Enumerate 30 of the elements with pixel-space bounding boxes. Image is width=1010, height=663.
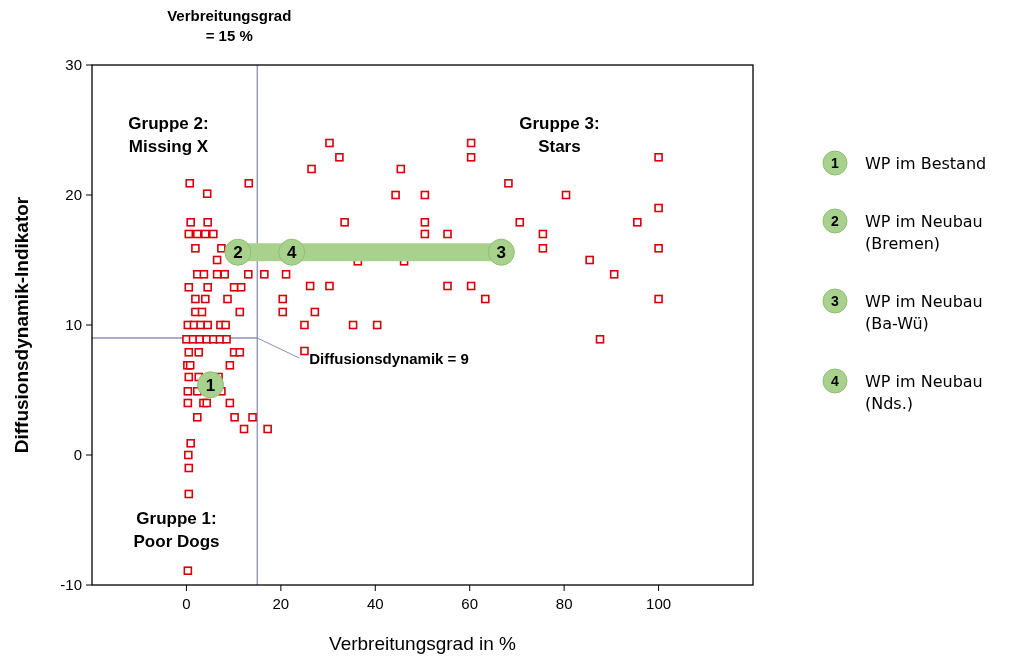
annotation: 4 <box>286 243 297 263</box>
legend-label: Diffusionsdynamik = 9 <box>309 350 469 367</box>
x-tick-label: 100 <box>646 595 672 612</box>
legend-label: WP im Neubau (Nds.) <box>865 372 983 413</box>
annotation: Gruppe 3: Stars <box>519 113 600 156</box>
legend-label: WP im Neubau (Ba-Wü) <box>865 292 983 333</box>
text: 2 <box>831 213 839 229</box>
annotation: 3 <box>496 243 507 263</box>
x-tick-label: 60 <box>461 595 479 612</box>
y-tick-label: 10 <box>65 316 82 333</box>
annotation: 2 <box>233 243 243 263</box>
x-tick-label: 80 <box>555 595 573 612</box>
text: 3 <box>831 293 839 309</box>
x-tick-label: 20 <box>272 595 290 612</box>
annotation: Gruppe 1: Poor Dogs <box>133 509 220 552</box>
y-axis-title: Diffusionsdynamik-Indikator <box>11 196 32 454</box>
x-axis-title: Verbreitungsgrad in % <box>329 633 517 654</box>
y-tick-label: 30 <box>65 56 82 73</box>
ref-line-label: Verbreitungsgrad = 15 % <box>167 7 292 44</box>
x-tick-label: 0 <box>182 595 191 612</box>
annotation: Gruppe 2: Missing X <box>128 113 209 156</box>
legend-label: WP im Neubau (Bremen) <box>865 212 983 253</box>
text: 4 <box>831 373 839 389</box>
y-tick-label: 20 <box>65 186 82 203</box>
y-tick-label: -10 <box>60 576 82 593</box>
annotation: 1 <box>205 375 216 395</box>
x-tick-label: 40 <box>366 595 384 612</box>
legend-label: WP im Bestand <box>865 154 987 173</box>
y-tick-label: 0 <box>73 446 82 463</box>
text: 1 <box>831 155 839 171</box>
